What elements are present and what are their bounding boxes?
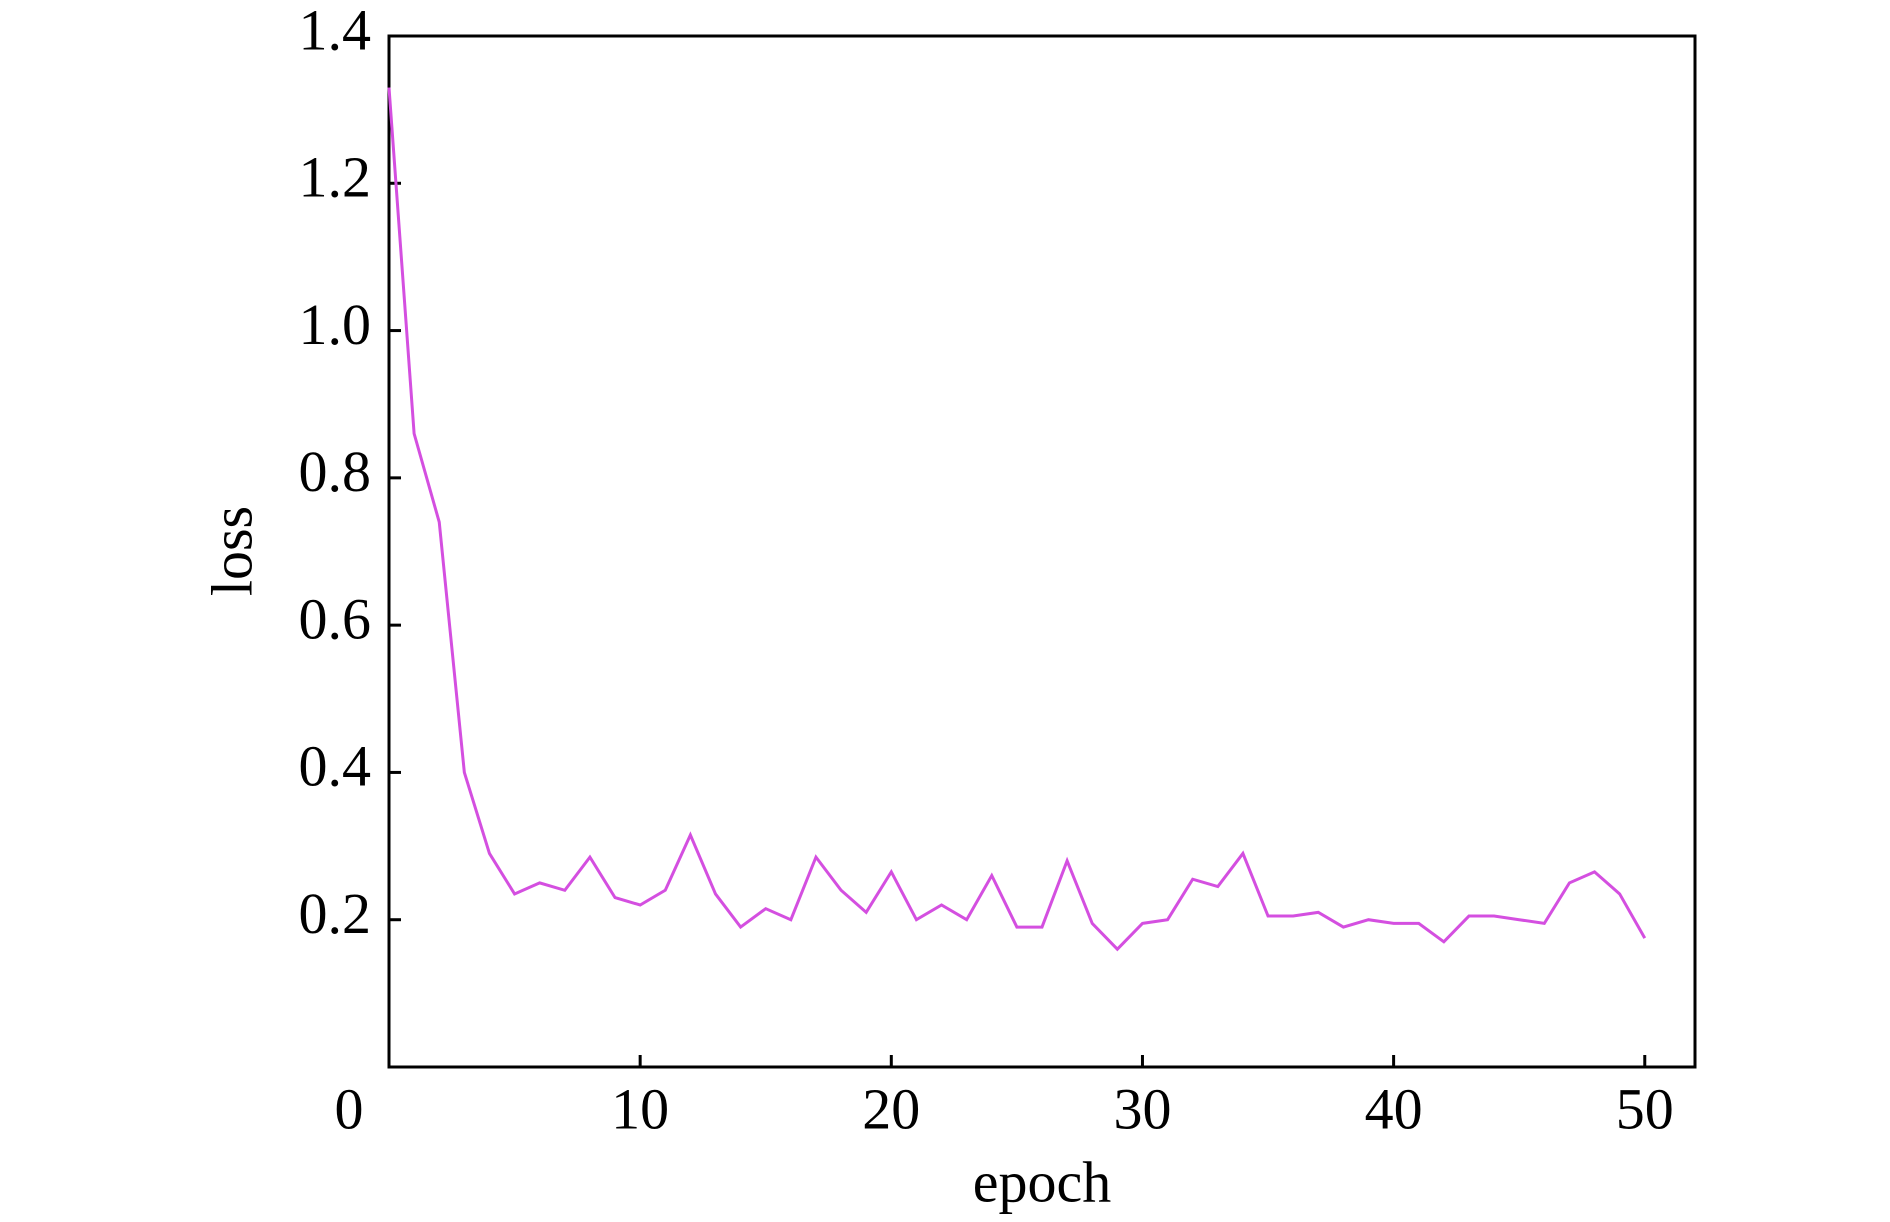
y-tick-label: 0.6: [299, 586, 372, 651]
y-tick-label: 1.0: [299, 292, 372, 357]
x-tick-label: 20: [862, 1076, 920, 1141]
plot-frame: [387, 34, 1697, 1069]
x-tick-label: 10: [611, 1076, 669, 1141]
x-tick-label: 0: [335, 1076, 364, 1141]
y-tick-label: 0.4: [299, 734, 372, 799]
y-tick-label: 0.2: [299, 881, 372, 946]
y-axis-label: loss: [199, 506, 264, 596]
y-tick-label: 1.4: [299, 0, 372, 62]
x-tick-label: 50: [1616, 1076, 1674, 1141]
y-tick-label: 0.8: [299, 439, 372, 504]
loss-line: [387, 87, 1647, 952]
x-tick-label: 40: [1365, 1076, 1423, 1141]
x-tick-label: 30: [1113, 1076, 1171, 1141]
x-axis-label: epoch: [973, 1149, 1112, 1214]
y-tick-label: 1.2: [299, 145, 372, 210]
